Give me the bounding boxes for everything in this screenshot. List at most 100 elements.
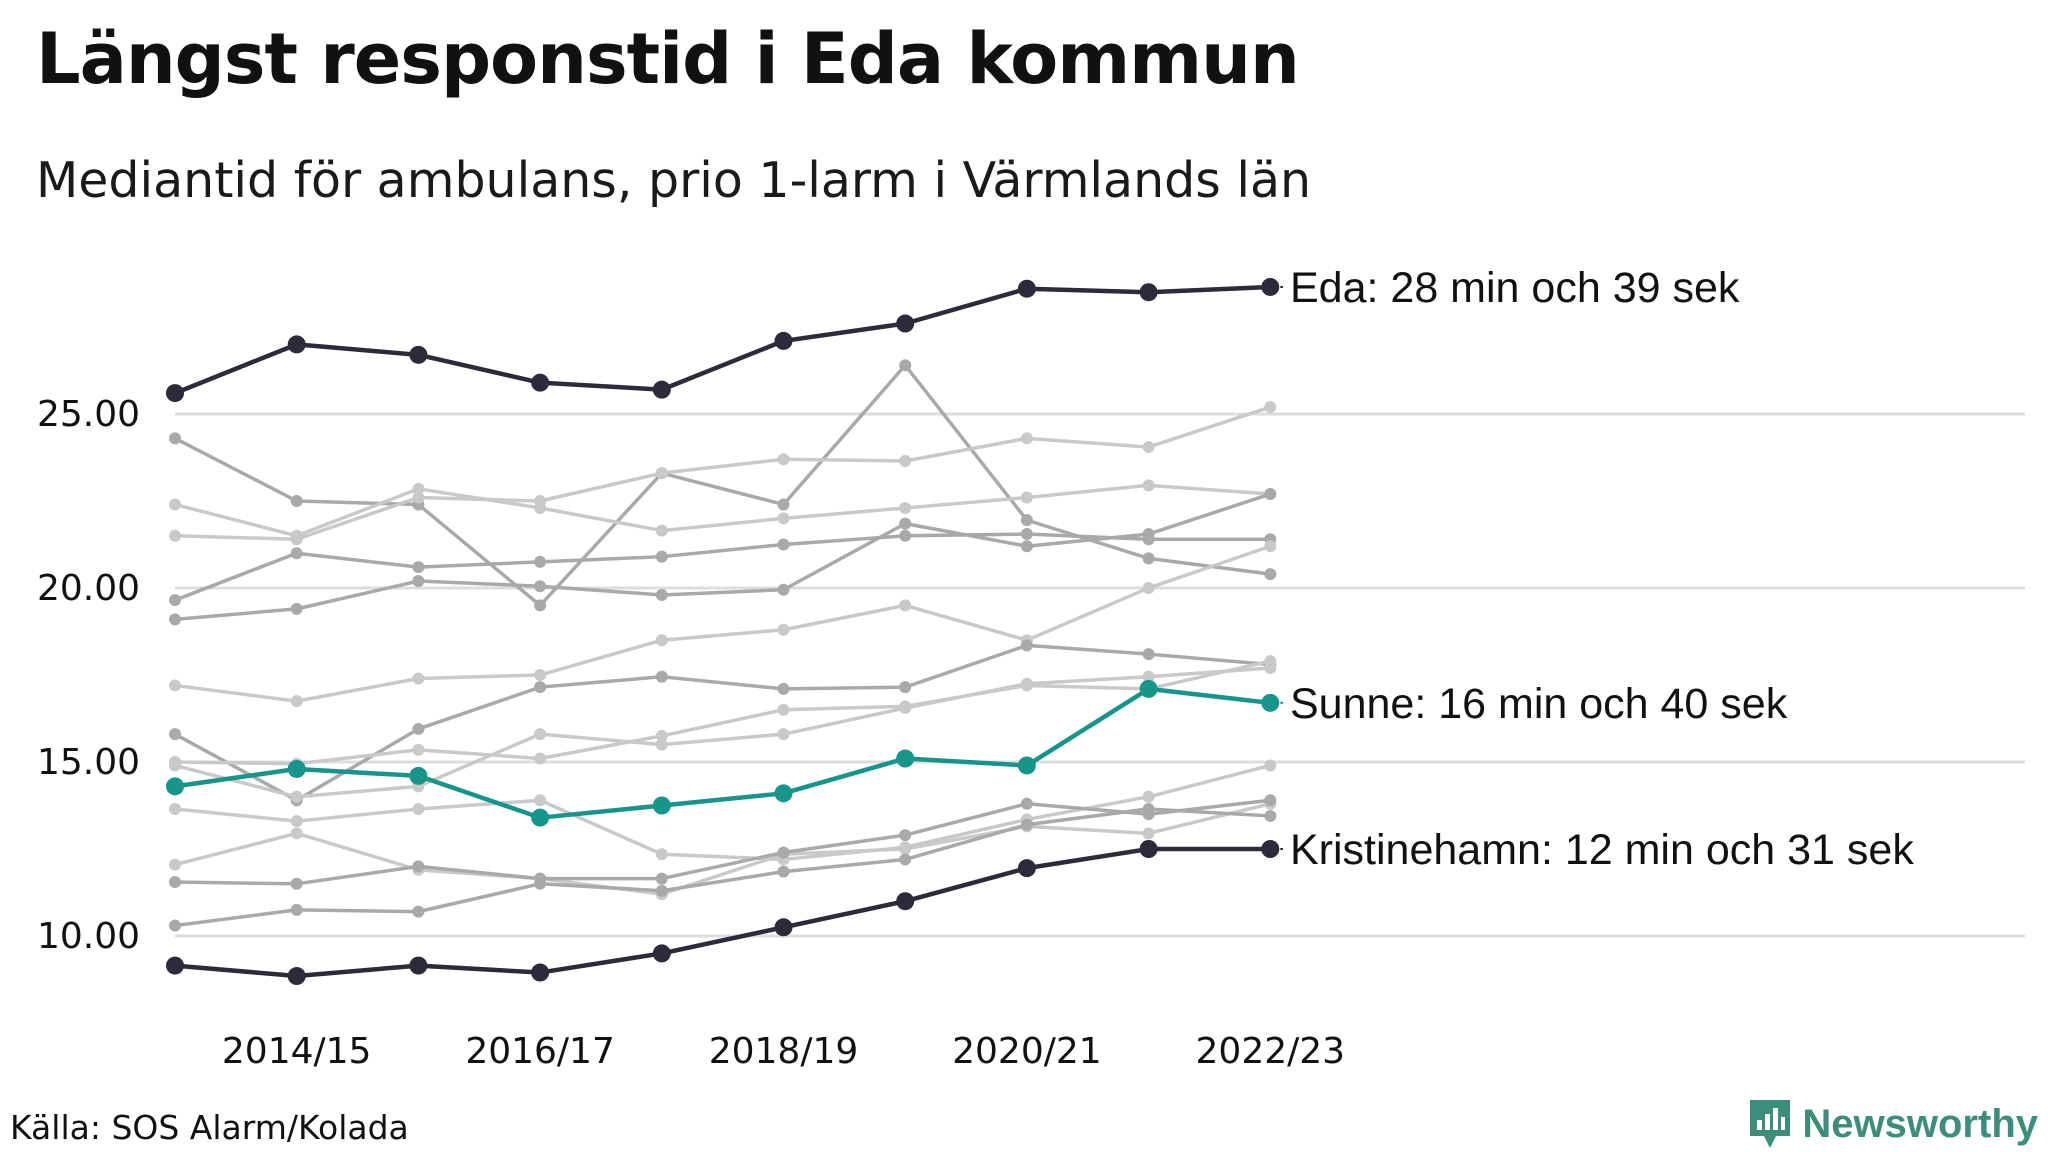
context-series-point bbox=[1142, 441, 1155, 454]
context-series-point bbox=[655, 524, 668, 537]
context-series-point bbox=[655, 729, 668, 742]
context-series-point bbox=[534, 877, 547, 890]
highlight-series-point bbox=[1261, 693, 1280, 712]
context-series-line bbox=[173, 483, 1273, 538]
context-series-point bbox=[655, 634, 668, 647]
context-series-point bbox=[290, 547, 303, 560]
highlight-series-point bbox=[774, 918, 793, 937]
context-series-point bbox=[777, 728, 790, 741]
context-series-point bbox=[169, 876, 181, 889]
highlight-series-point bbox=[896, 314, 915, 333]
highlight-series-point bbox=[531, 808, 550, 827]
context-series-line bbox=[173, 532, 1273, 602]
context-series-point bbox=[169, 759, 181, 772]
context-series-point bbox=[899, 599, 912, 612]
context-series-point bbox=[777, 453, 790, 466]
context-series-point bbox=[534, 752, 547, 765]
context-series-point bbox=[1264, 759, 1277, 772]
context-series-point bbox=[1142, 582, 1155, 594]
context-series-point bbox=[1142, 479, 1155, 492]
highlight-series-point bbox=[652, 380, 671, 399]
context-series-point bbox=[290, 903, 303, 916]
context-series-point bbox=[777, 682, 790, 695]
y-tick-label: 15.00 bbox=[37, 742, 140, 783]
y-tick-label: 20.00 bbox=[37, 568, 140, 609]
context-series-point bbox=[290, 877, 303, 890]
context-series-point bbox=[1264, 568, 1277, 581]
context-series-line bbox=[173, 492, 1273, 622]
context-series-point bbox=[899, 853, 912, 866]
context-series-point bbox=[1020, 639, 1033, 652]
highlight-series-line bbox=[172, 846, 1273, 979]
context-series-point bbox=[534, 580, 547, 593]
context-series-point bbox=[777, 583, 790, 596]
context-series-point bbox=[412, 802, 425, 815]
series-label: Kristinehamn: 12 min och 31 sek bbox=[1290, 826, 1914, 874]
series-label: Eda: 28 min och 39 sek bbox=[1290, 264, 1740, 312]
context-series-point bbox=[655, 848, 668, 861]
context-series-point bbox=[169, 728, 181, 741]
context-series-point bbox=[534, 555, 547, 568]
y-tick-label: 25.00 bbox=[37, 394, 140, 435]
highlight-series-point bbox=[774, 784, 793, 803]
context-series-point bbox=[169, 679, 181, 692]
context-series-point bbox=[1142, 528, 1155, 541]
line-chart: 10.00 15.00 20.00 25.00 2014/15 2016/17 2018/… bbox=[37, 264, 2025, 1072]
highlight-series-point bbox=[409, 766, 428, 785]
context-series-point bbox=[169, 594, 181, 607]
context-series-point bbox=[655, 588, 668, 601]
highlight-series-point bbox=[1017, 279, 1036, 298]
highlight-series-point bbox=[409, 956, 428, 975]
context-series-point bbox=[1264, 488, 1277, 501]
highlight-series: Eda: 28 min och 39 sek Sunne: 16 min och … bbox=[166, 264, 1914, 986]
y-axis-ticks: 10.00 15.00 20.00 25.00 bbox=[37, 394, 140, 957]
context-series-point bbox=[534, 599, 547, 612]
context-series-point bbox=[169, 919, 181, 932]
context-series-point bbox=[412, 482, 425, 495]
highlight-series-point bbox=[1139, 679, 1158, 698]
context-series-point bbox=[290, 495, 303, 507]
context-series-point bbox=[899, 501, 912, 514]
context-series-point bbox=[1020, 514, 1033, 527]
highlight-series-point bbox=[531, 373, 550, 392]
highlight-series-point bbox=[287, 335, 306, 354]
context-series-point bbox=[412, 672, 425, 685]
context-series-point bbox=[655, 884, 668, 897]
context-series-point bbox=[1264, 662, 1277, 675]
highlight-series-point bbox=[1139, 283, 1158, 302]
context-series-point bbox=[1264, 809, 1277, 822]
context-series-point bbox=[655, 670, 668, 683]
context-series-point bbox=[777, 623, 790, 636]
context-series-line bbox=[173, 802, 1273, 896]
chart-subtitle: Mediantid för ambulans, prio 1-larm i Vä… bbox=[36, 152, 1312, 209]
context-series-point bbox=[412, 743, 425, 756]
context-series-point bbox=[169, 432, 181, 445]
highlight-series-point bbox=[287, 759, 306, 778]
grid-lines bbox=[175, 412, 2025, 938]
context-series-point bbox=[169, 802, 181, 815]
context-series-point bbox=[412, 575, 425, 588]
context-series-point bbox=[777, 846, 790, 859]
highlight-series-point bbox=[409, 345, 428, 364]
context-series-point bbox=[899, 529, 912, 542]
context-series-point bbox=[290, 602, 303, 615]
newsworthy-logo-icon bbox=[1750, 1100, 1791, 1148]
source-note: Källa: SOS Alarm/Kolada bbox=[10, 1108, 409, 1147]
brand-logo: Newsworthy bbox=[1748, 1098, 2038, 1150]
context-series-point bbox=[899, 359, 912, 372]
context-series-line bbox=[173, 544, 1273, 703]
context-series-point bbox=[412, 905, 425, 918]
context-series-point bbox=[169, 498, 181, 511]
highlight-series-point bbox=[1139, 840, 1158, 858]
highlight-series-point bbox=[166, 956, 184, 975]
context-series-point bbox=[1142, 802, 1155, 815]
context-series-point bbox=[899, 829, 912, 842]
context-series-point bbox=[169, 613, 181, 626]
context-series-point bbox=[777, 538, 790, 551]
context-series-point bbox=[412, 491, 425, 504]
context-series-point bbox=[534, 669, 547, 681]
context-series-point bbox=[1264, 540, 1277, 553]
context-series-point bbox=[290, 533, 303, 546]
highlight-series-point bbox=[774, 331, 793, 350]
context-series-point bbox=[1142, 648, 1155, 661]
